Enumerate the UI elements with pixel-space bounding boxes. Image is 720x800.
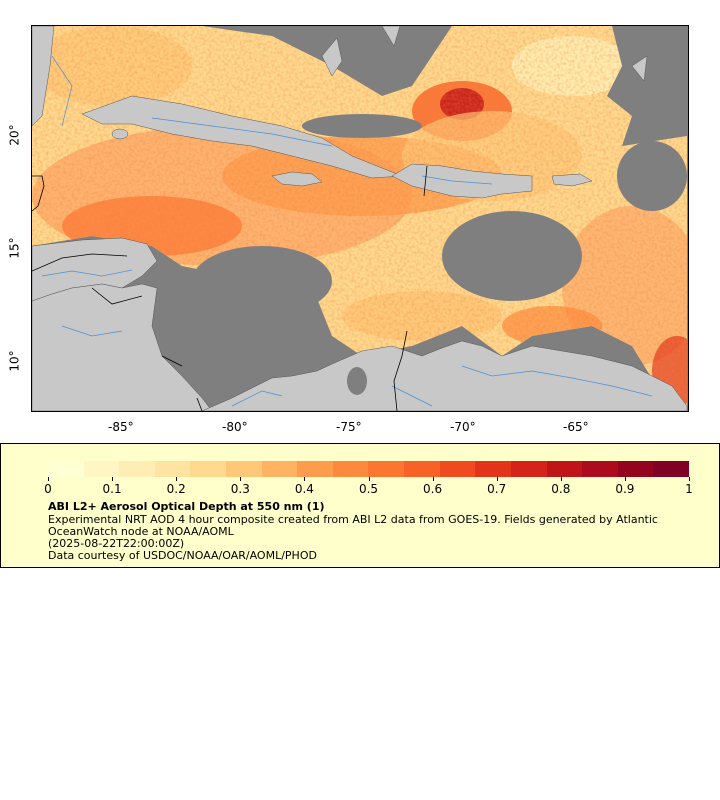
colorbar-tick-label: 0.4 bbox=[294, 482, 314, 496]
colorbar-tick-label: 0.1 bbox=[102, 482, 122, 496]
colorbar-tick-label: 0.9 bbox=[615, 482, 635, 496]
y-tick-label: 10° bbox=[7, 350, 22, 372]
y-tick-label: 20° bbox=[7, 124, 22, 146]
hispaniola bbox=[391, 163, 533, 199]
colorbar-cell bbox=[582, 461, 618, 477]
colorbar-cell bbox=[261, 461, 298, 477]
y-tick-label: 15° bbox=[7, 237, 22, 259]
colorbar-tick-label: 0.6 bbox=[423, 482, 443, 496]
x-tick-label: -70° bbox=[450, 420, 476, 434]
x-tick-label: -75° bbox=[336, 420, 362, 434]
colorbar-cell bbox=[510, 461, 547, 477]
map-canvas bbox=[32, 26, 688, 411]
legend-title: ABI L2+ Aerosol Optical Depth at 550 nm … bbox=[48, 500, 325, 513]
colorbar-tick-mark bbox=[304, 477, 306, 481]
colorbar-tick-label: 0.5 bbox=[358, 482, 379, 496]
colorbar-tick-label: 0.7 bbox=[487, 482, 507, 496]
land-layer bbox=[32, 26, 688, 411]
colorbar-cell bbox=[653, 461, 689, 477]
jamaica bbox=[271, 171, 323, 187]
x-tick-label: -80° bbox=[222, 420, 248, 434]
colorbar-tick-mark bbox=[624, 477, 626, 481]
south-america bbox=[201, 340, 688, 411]
colorbar-cell bbox=[404, 461, 440, 477]
colorbar-cell bbox=[332, 461, 369, 477]
legend-panel: 0 0.1 0.2 0.3 0.4 0.5 0.6 0.7 0.8 0.9 1 ABI L2+ Ae… bbox=[0, 443, 720, 568]
colorbar-tick-label: 0.2 bbox=[166, 482, 186, 496]
colorbar-tick-mark bbox=[432, 477, 434, 481]
legend-credit: Data courtesy of USDOC/NOAA/OAR/AOML/PHO… bbox=[48, 549, 317, 562]
colorbar-cell bbox=[48, 461, 84, 477]
colorbar-cell bbox=[617, 461, 654, 477]
colorbar-cell bbox=[439, 461, 476, 477]
colorbar-tick-mark bbox=[48, 477, 49, 481]
colorbar-cell bbox=[226, 461, 262, 477]
colorbar-cell bbox=[119, 461, 155, 477]
x-tick-label: -85° bbox=[108, 420, 134, 434]
colorbar-cell bbox=[546, 461, 583, 477]
colorbar-tick-mark bbox=[689, 477, 690, 481]
colorbar-cell bbox=[190, 461, 227, 477]
colorbar-tick-mark bbox=[560, 477, 562, 481]
colorbar-cell bbox=[368, 461, 405, 477]
legend-description: Experimental NRT AOD 4 hour composite cr… bbox=[48, 513, 658, 538]
colorbar-tick-mark bbox=[368, 477, 370, 481]
colorbar-cell bbox=[475, 461, 511, 477]
aod-map[interactable] bbox=[31, 25, 689, 412]
colorbar-tick-label: 0 bbox=[44, 482, 52, 496]
legend-timestamp: (2025-08-22T22:00:00Z) bbox=[48, 537, 185, 550]
cuba bbox=[81, 95, 403, 179]
colorbar-tick-mark bbox=[176, 477, 178, 481]
colorbar-tick-label: 0.8 bbox=[551, 482, 571, 496]
colorbar-cell bbox=[297, 461, 333, 477]
colorbar bbox=[48, 461, 689, 477]
x-tick-label: -65° bbox=[563, 420, 589, 434]
colorbar-tick-mark bbox=[112, 477, 114, 481]
colorbar-tick-mark bbox=[496, 477, 498, 481]
colorbar-tick-label: 0.3 bbox=[230, 482, 250, 496]
colorbar-tick-label: 1 bbox=[685, 482, 693, 496]
colorbar-cell bbox=[154, 461, 191, 477]
rivers-layer bbox=[41, 55, 653, 407]
borders-layer bbox=[32, 165, 428, 411]
colorbar-cell bbox=[83, 461, 120, 477]
colorbar-tick-mark bbox=[240, 477, 242, 481]
